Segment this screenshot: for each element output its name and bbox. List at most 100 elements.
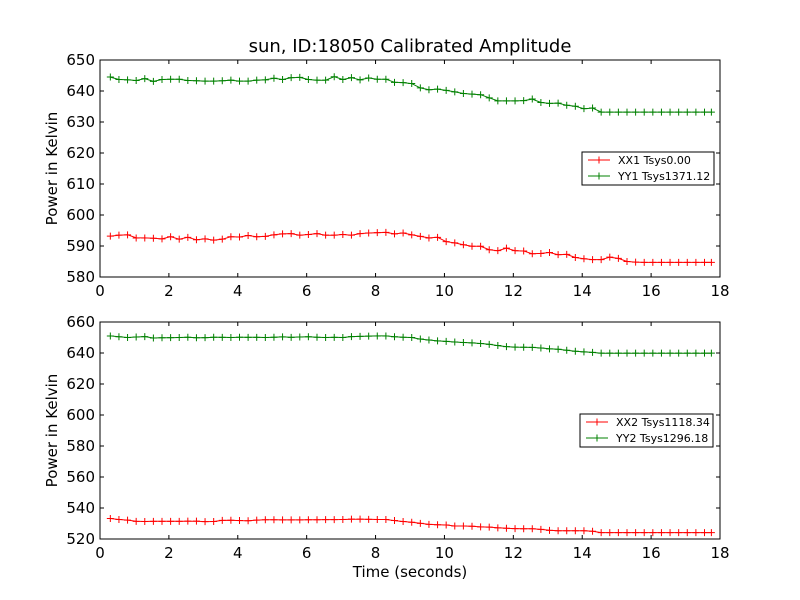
data-point	[520, 247, 528, 255]
data-point	[253, 233, 261, 241]
x-tick-label: 0	[95, 282, 105, 300]
y-tick-label: 620	[66, 375, 95, 393]
y-tick-label: 580	[66, 268, 95, 286]
data-point	[416, 335, 424, 343]
data-point	[132, 234, 140, 242]
data-point	[554, 345, 562, 353]
data-point	[365, 229, 373, 237]
data-point	[347, 231, 355, 239]
data-point	[408, 334, 416, 341]
data-point	[614, 108, 622, 116]
data-point	[632, 258, 640, 266]
legend-label: XX2 Tsys1118.34	[616, 416, 710, 429]
data-point	[365, 74, 373, 82]
data-point	[657, 258, 665, 266]
data-point	[692, 258, 700, 266]
data-point	[468, 90, 476, 98]
data-point	[442, 521, 450, 529]
data-point	[477, 523, 485, 531]
data-point	[537, 525, 545, 533]
data-point	[563, 101, 571, 109]
data-point	[347, 515, 355, 523]
data-point	[330, 516, 338, 524]
data-point	[313, 516, 321, 524]
data-point	[115, 515, 123, 523]
data-point	[666, 258, 674, 266]
data-point	[649, 349, 657, 357]
x-tick-label: 8	[371, 544, 381, 562]
data-point	[158, 517, 166, 525]
data-point	[322, 231, 330, 239]
data-point	[227, 76, 235, 84]
data-point	[192, 517, 200, 525]
data-point	[632, 108, 640, 116]
y-tick-label: 520	[66, 530, 95, 548]
data-point	[657, 108, 665, 116]
data-point	[356, 515, 364, 523]
data-point	[632, 529, 640, 537]
data-point	[425, 234, 433, 242]
y-tick-label: 600	[66, 406, 95, 424]
data-point	[149, 234, 157, 242]
data-point	[666, 108, 674, 116]
y-tick-label: 630	[66, 113, 95, 131]
plot-frame	[99, 321, 721, 540]
x-tick-label: 0	[95, 544, 105, 562]
data-point	[106, 73, 114, 81]
data-point	[218, 516, 226, 524]
data-point	[270, 231, 278, 239]
data-point	[597, 108, 605, 116]
data-point	[244, 231, 252, 239]
data-point	[382, 228, 390, 236]
data-point	[279, 516, 287, 524]
data-point	[313, 76, 321, 84]
data-point	[692, 529, 700, 537]
y-tick-label: 600	[66, 206, 95, 224]
data-point	[537, 249, 545, 257]
data-point	[434, 233, 442, 241]
data-point	[614, 529, 622, 537]
data-point	[279, 230, 287, 238]
series-1	[106, 515, 715, 537]
data-point	[373, 75, 381, 83]
legend-label: XX1 Tsys0.00	[618, 154, 691, 167]
data-point	[451, 522, 459, 530]
data-point	[365, 332, 373, 340]
x-tick-label: 8	[371, 282, 381, 300]
x-tick-label: 4	[233, 282, 243, 300]
data-point	[210, 77, 218, 85]
data-point	[675, 349, 683, 357]
data-point	[330, 231, 338, 239]
data-point	[382, 332, 390, 340]
data-point	[494, 342, 502, 350]
data-point	[158, 334, 166, 342]
data-point	[261, 232, 269, 240]
data-point	[115, 333, 123, 341]
legend-box	[579, 413, 714, 448]
data-point	[546, 526, 553, 534]
data-point	[701, 108, 708, 116]
data-point	[666, 529, 674, 537]
data-point	[477, 340, 485, 348]
data-point	[132, 333, 140, 341]
data-point	[373, 332, 381, 340]
chart-panel-1: 0 2 4 6 8 10 12 14 16 18 580 590 600 610 620 630 640 650 s…	[43, 36, 730, 300]
x-tick-label: 10	[435, 544, 454, 562]
data-point	[184, 517, 192, 525]
data-point	[244, 333, 252, 341]
data-point	[399, 229, 407, 237]
data-point	[546, 99, 553, 107]
data-point	[218, 235, 226, 243]
data-point	[477, 242, 485, 250]
data-point	[296, 516, 304, 524]
data-point	[167, 334, 175, 342]
legend-marker	[595, 172, 603, 180]
data-point	[571, 253, 579, 261]
data-point	[124, 231, 132, 239]
data-point	[589, 527, 597, 535]
data-point	[580, 348, 588, 356]
data-point	[124, 334, 132, 341]
data-point	[218, 77, 226, 85]
data-point	[434, 85, 442, 93]
